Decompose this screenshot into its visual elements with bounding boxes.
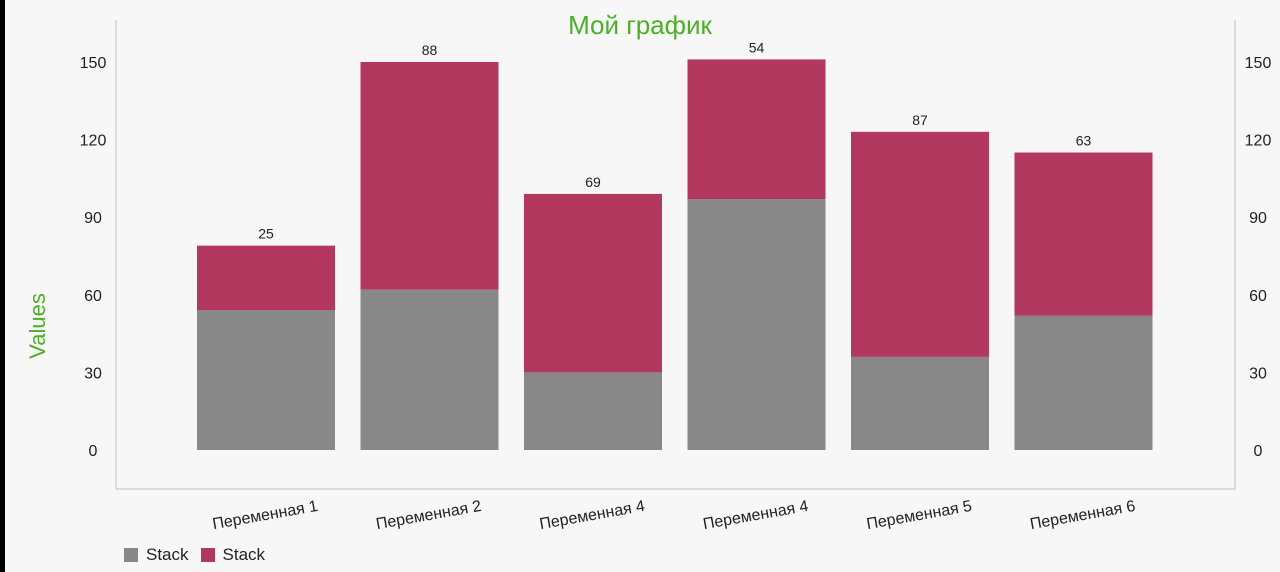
bar-1-series-2 — [197, 245, 335, 311]
y-tick-left-4: 120 — [80, 133, 107, 150]
y-tick-left-0: 0 — [89, 443, 98, 460]
data-label-6-series-2: 63 — [1076, 133, 1092, 149]
bar-4-series-1 — [687, 199, 826, 450]
bar-5-series-1 — [851, 356, 989, 450]
y-tick-right-0: 0 — [1254, 443, 1263, 460]
data-label-1-series-2: 25 — [258, 226, 274, 242]
y-tick-right-3: 90 — [1249, 210, 1267, 227]
legend-label-series-2: Stack — [222, 545, 266, 564]
window-left-edge — [0, 0, 5, 572]
legend-item-series-1: Stack — [124, 545, 189, 565]
bar-1-series-1 — [197, 310, 335, 450]
bar-2-series-1 — [360, 289, 499, 450]
x-tick-label-2: Переменная 2 — [375, 498, 483, 533]
bar-6-series-1 — [1014, 315, 1153, 450]
x-tick-label-5: Переменная 5 — [865, 498, 973, 533]
y-tick-right-4: 120 — [1245, 133, 1272, 150]
x-tick-label-3: Переменная 4 — [538, 498, 646, 533]
legend-label-series-1: Stack — [146, 545, 189, 564]
legend-swatch-series-1 — [124, 548, 138, 562]
y-tick-left-1: 30 — [84, 365, 102, 382]
legend: Stack Stack — [124, 545, 277, 565]
y-tick-left-3: 90 — [84, 210, 102, 227]
x-tick-label-4: Переменная 4 — [702, 498, 810, 533]
y-tick-right-1: 30 — [1249, 365, 1267, 382]
legend-item-series-2: Stack — [200, 545, 266, 565]
chart-title: Мой график — [568, 10, 712, 40]
y-tick-right-5: 150 — [1245, 55, 1272, 72]
data-label-4-series-2: 54 — [749, 39, 765, 55]
data-label-2-series-2: 88 — [422, 42, 438, 58]
bar-3-series-2 — [524, 193, 662, 373]
y-axis-label: Values — [25, 293, 50, 359]
bar-5-series-2 — [851, 131, 989, 357]
y-tick-right-2: 60 — [1249, 288, 1267, 305]
y-tick-left-2: 60 — [84, 288, 102, 305]
y-tick-left-5: 150 — [80, 55, 107, 72]
bar-4-series-2 — [687, 59, 826, 200]
x-tick-label-1: Переменная 1 — [211, 498, 319, 533]
bar-6-series-2 — [1014, 152, 1153, 316]
data-label-3-series-2: 69 — [585, 174, 601, 190]
legend-swatch-series-2 — [200, 548, 215, 562]
data-label-5-series-2: 87 — [912, 112, 928, 128]
x-tick-label-6: Переменная 6 — [1029, 498, 1137, 533]
bar-3-series-1 — [524, 372, 662, 450]
bar-2-series-2 — [360, 62, 499, 290]
